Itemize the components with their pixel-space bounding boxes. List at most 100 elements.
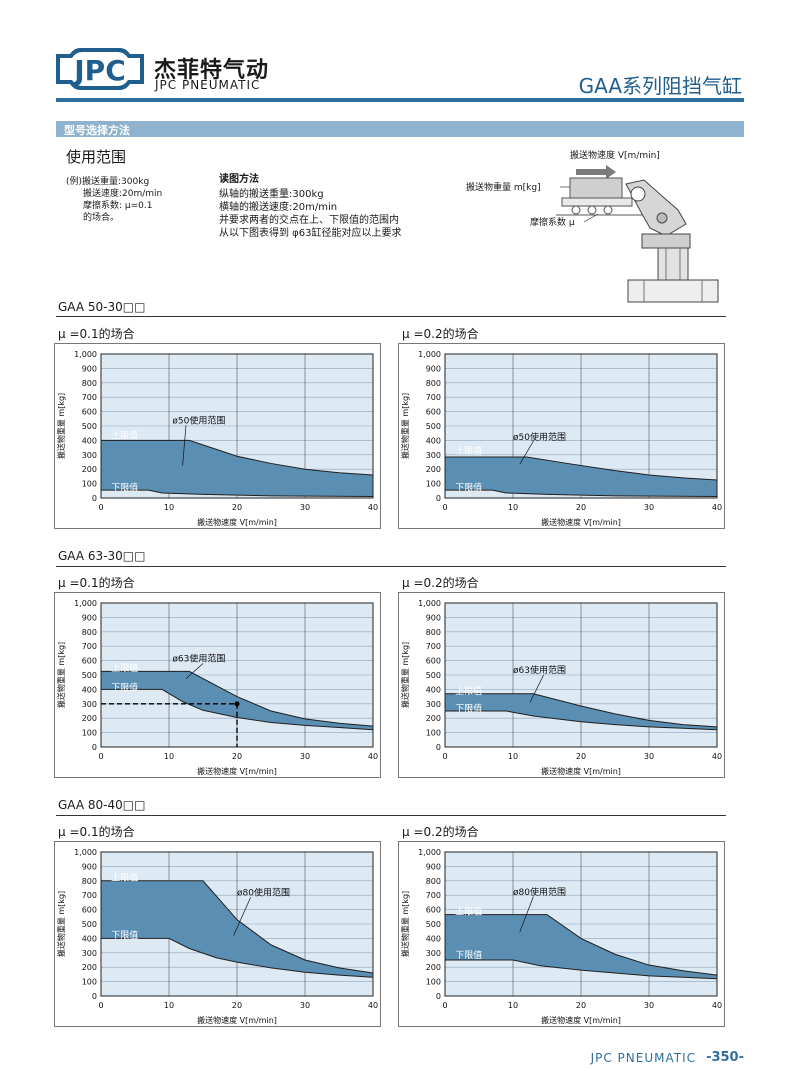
page-number: -350- — [706, 1050, 744, 1065]
range-leader-line — [233, 897, 251, 936]
reading-line: 纵轴的搬送重量:300kg — [219, 189, 324, 200]
example-line: (例)搬送重量:300kg — [66, 177, 150, 187]
plot-border — [444, 602, 718, 748]
x-axis-label: 搬送物速度 V[m/min] — [197, 1015, 277, 1025]
y-tick-label: 500 — [82, 671, 97, 680]
y-tick-label: 1,000 — [74, 599, 97, 608]
y-tick-label: 900 — [82, 364, 97, 373]
y-tick-label: 600 — [426, 906, 441, 915]
chart-gaa80-mu01: 上限值 下限值 ø80使用范围 0 100 200 300 400 500 600 700 800 90… — [54, 841, 381, 1027]
y-tick-label: 400 — [82, 934, 97, 943]
usage-range-label: ø80使用范围 — [237, 887, 290, 899]
reading-line: 从以下图表得到 φ63缸径能对应以上要求 — [219, 228, 402, 239]
range-leader-line — [519, 896, 534, 933]
y-tick-label: 600 — [426, 408, 441, 417]
x-axis-label: 搬送物速度 V[m/min] — [541, 517, 621, 527]
x-tick-label: 40 — [712, 503, 722, 512]
x-tick-label: 40 — [712, 1001, 722, 1010]
y-tick-label: 500 — [82, 422, 97, 431]
x-tick-label: 0 — [98, 752, 103, 761]
x-tick-label: 40 — [368, 1001, 378, 1010]
chart-gaa50-mu02: 上限值 下限值 ø50使用范围 0 100 200 300 400 500 600 700 800 90… — [398, 343, 725, 529]
y-tick-label: 100 — [426, 978, 441, 987]
x-tick-label: 20 — [576, 1001, 586, 1010]
y-tick-label: 300 — [82, 451, 97, 460]
range-leader-line — [182, 425, 187, 466]
x-axis-label: 搬送物速度 V[m/min] — [197, 517, 277, 527]
plot-border — [444, 353, 718, 499]
friction-label: 摩擦系数 μ — [530, 216, 575, 228]
x-tick-label: 20 — [576, 503, 586, 512]
y-tick-label: 200 — [426, 714, 441, 723]
y-tick-label: 100 — [82, 729, 97, 738]
y-tick-label: 200 — [82, 963, 97, 972]
model-title: GAA 50-30□□ — [58, 300, 146, 314]
case-label: μ =0.1的场合 — [58, 327, 135, 341]
usage-range-label: ø63使用范围 — [513, 664, 566, 676]
y-tick-label: 1,000 — [74, 848, 97, 857]
lower-limit-line — [445, 489, 718, 498]
y-tick-label: 0 — [92, 992, 97, 1001]
x-tick-label: 30 — [644, 752, 654, 761]
example-conditions: (例)搬送重量:300kg 搬送速度:20m/min 摩擦系数: μ=0.1 的… — [66, 176, 162, 224]
upper-limit-line — [101, 439, 374, 476]
reading-method: 读图方法 纵轴的搬送重量:300kg 横轴的搬送速度:20m/min 并要求两者… — [219, 173, 402, 240]
chart-gaa63-mu02: 上限值 下限值 ø63使用范围 0 100 200 300 400 500 600 700 800 90… — [398, 592, 725, 778]
y-tick-label: 500 — [426, 671, 441, 680]
x-tick-label: 20 — [232, 752, 242, 761]
example-point — [234, 701, 240, 707]
y-tick-label: 0 — [436, 992, 441, 1001]
y-tick-label: 200 — [82, 714, 97, 723]
y-tick-label: 900 — [426, 364, 441, 373]
y-tick-label: 400 — [82, 685, 97, 694]
x-tick-label: 10 — [508, 752, 518, 761]
y-tick-label: 800 — [82, 877, 97, 886]
range-leader-line — [519, 440, 534, 465]
usage-range-title: 使用范围 — [66, 148, 127, 166]
brand-name-cn: 杰菲特气动 — [154, 58, 270, 83]
upper-limit-label: 上限值 — [455, 445, 482, 457]
y-tick-label: 300 — [426, 700, 441, 709]
example-line: 的场合。 — [83, 213, 120, 223]
x-tick-label: 0 — [98, 503, 103, 512]
chart-gaa63-mu01: 上限值 下限值 ø63使用范围 0 100 200 300 400 500 600 700 800 90… — [54, 592, 381, 778]
lower-limit-label: 下限值 — [111, 682, 138, 694]
y-tick-label: 800 — [426, 379, 441, 388]
model-title: GAA 63-30□□ — [58, 549, 146, 563]
y-tick-label: 400 — [426, 436, 441, 445]
range-leader-line — [529, 674, 544, 703]
y-tick-label: 0 — [436, 743, 441, 752]
lower-limit-label: 下限值 — [455, 702, 482, 714]
cylinder-body-icon — [657, 247, 689, 281]
lower-limit-line — [101, 489, 374, 498]
x-tick-label: 10 — [164, 752, 174, 761]
lower-limit-label: 下限值 — [111, 929, 138, 941]
product-title: GAA系列阻挡气缸 — [578, 74, 742, 98]
y-tick-label: 900 — [426, 613, 441, 622]
x-axis-label: 搬送物速度 V[m/min] — [541, 766, 621, 776]
example-line: 搬送速度:20m/min — [83, 189, 163, 199]
lower-limit-line — [445, 959, 718, 980]
y-tick-label: 200 — [426, 963, 441, 972]
usage-range-band — [445, 456, 717, 497]
x-tick-label: 10 — [164, 503, 174, 512]
y-axis-label: 搬送物重量 m[kg] — [56, 891, 66, 957]
upper-limit-label: 上限值 — [455, 905, 482, 917]
weight-label: 搬送物重量 m[kg] — [466, 181, 541, 193]
x-tick-label: 30 — [644, 1001, 654, 1010]
y-tick-label: 0 — [92, 494, 97, 503]
x-tick-label: 40 — [368, 503, 378, 512]
y-tick-label: 1,000 — [418, 848, 441, 857]
x-tick-label: 0 — [442, 1001, 447, 1010]
y-tick-label: 100 — [426, 480, 441, 489]
lower-limit-label: 下限值 — [455, 481, 482, 493]
x-tick-label: 10 — [164, 1001, 174, 1010]
x-tick-label: 20 — [232, 503, 242, 512]
y-tick-label: 700 — [82, 393, 97, 402]
y-tick-label: 300 — [426, 949, 441, 958]
upper-limit-label: 上限值 — [111, 430, 138, 442]
y-tick-label: 0 — [436, 494, 441, 503]
speed-arrow-icon — [576, 165, 616, 179]
y-tick-label: 1,000 — [74, 350, 97, 359]
upper-limit-label: 上限值 — [111, 662, 138, 674]
